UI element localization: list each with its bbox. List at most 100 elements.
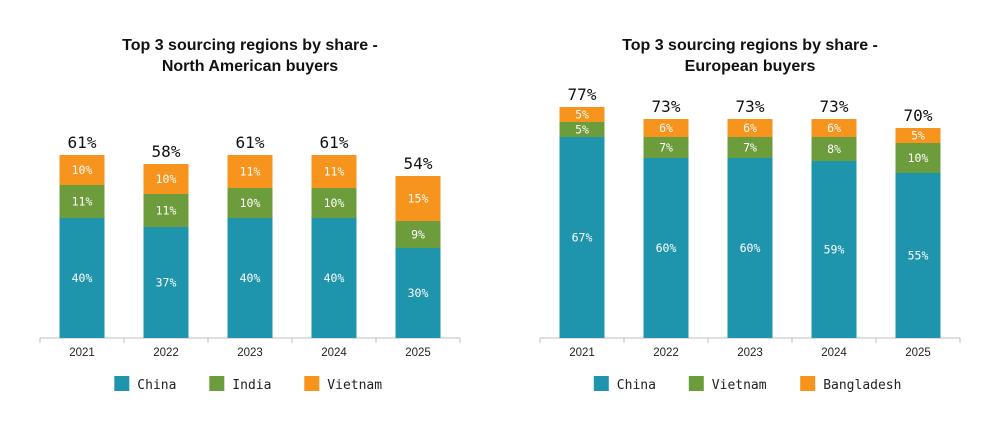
legend-label: China — [137, 378, 176, 393]
segment-label: 6% — [827, 121, 841, 135]
bar-segment-vietnam — [811, 137, 857, 161]
segment-label: 10% — [240, 196, 261, 210]
segment-label: 11% — [324, 165, 345, 179]
bar-total-label: 61% — [236, 133, 265, 152]
legend-label: Bangladesh — [823, 378, 901, 393]
segment-label: 55% — [908, 249, 929, 263]
bar-segment-bangladesh — [559, 107, 605, 122]
bar-segment-india — [143, 194, 189, 227]
segment-label: 30% — [408, 286, 429, 300]
bar-total-label: 54% — [404, 154, 433, 173]
bar-total-label: 61% — [320, 133, 349, 152]
bar-total-label: 73% — [652, 97, 681, 116]
bar-total-label: 58% — [152, 142, 181, 161]
bar-segment-vietnam — [727, 137, 773, 158]
segment-label: 11% — [240, 165, 261, 179]
chart-subtitle: European buyers — [685, 58, 816, 75]
bar-total-label: 70% — [904, 106, 933, 125]
segment-label: 10% — [324, 196, 345, 210]
bar-segment-bangladesh — [727, 119, 773, 137]
segment-label: 6% — [659, 121, 673, 135]
segment-label: 11% — [156, 204, 177, 218]
bar-total-label: 73% — [820, 97, 849, 116]
bar-segment-india — [227, 188, 273, 218]
segment-label: 67% — [572, 231, 593, 245]
segment-label: 5% — [911, 129, 925, 143]
segment-label: 15% — [408, 192, 429, 206]
segment-label: 5% — [575, 123, 589, 137]
segment-label: 10% — [156, 172, 177, 186]
legend-swatch — [114, 376, 130, 391]
bar-segment-vietnam — [559, 122, 605, 137]
segment-label: 5% — [575, 108, 589, 122]
legend-swatch — [209, 376, 225, 391]
x-tick-label: 2023 — [237, 347, 263, 359]
bar-segment-vietnam — [643, 137, 689, 158]
chart-european: Top 3 sourcing regions by share - Europea… — [539, 37, 961, 393]
bar-total-label: 77% — [568, 85, 597, 104]
segment-label: 7% — [659, 141, 673, 155]
x-tick-label: 2024 — [821, 347, 847, 359]
legend-label: India — [232, 378, 271, 393]
legend: China India Vietnam — [114, 376, 382, 393]
bar-segment-bangladesh — [895, 128, 941, 143]
bar-segment-vietnam — [895, 143, 941, 173]
bar-segment-china — [227, 218, 273, 338]
bar-segment-china — [643, 158, 689, 338]
legend: China Vietnam Bangladesh — [593, 376, 901, 393]
chart-subtitle: North American buyers — [162, 58, 338, 75]
segment-label: 9% — [411, 228, 425, 242]
legend-swatch — [800, 376, 816, 391]
x-tick-label: 2022 — [653, 347, 679, 359]
segment-label: 37% — [156, 276, 177, 290]
segment-label: 40% — [72, 271, 93, 285]
bar-segment-vietnam — [143, 164, 189, 194]
legend-swatch — [688, 376, 704, 391]
segment-label: 60% — [740, 241, 761, 255]
segment-label: 11% — [72, 195, 93, 209]
bar-segment-china — [811, 161, 857, 338]
segment-label: 60% — [656, 241, 677, 255]
legend-label: Vietnam — [712, 378, 767, 393]
x-tick-label: 2025 — [905, 347, 931, 359]
segment-label: 10% — [908, 151, 929, 165]
x-tick-label: 2021 — [69, 347, 95, 359]
legend-label: China — [617, 378, 656, 393]
x-tick-label: 2023 — [737, 347, 763, 359]
bar-segment-india — [395, 221, 441, 248]
bar-segment-china — [311, 218, 357, 338]
bar-segment-india — [311, 188, 357, 218]
legend-label: Vietnam — [327, 378, 382, 393]
bar-segment-china — [559, 137, 605, 338]
bar-total-label: 73% — [736, 97, 765, 116]
legend-swatch — [304, 376, 320, 391]
legend-swatch — [593, 376, 609, 391]
segment-label: 6% — [743, 121, 757, 135]
x-tick-label: 2021 — [569, 347, 595, 359]
bar-total-label: 61% — [68, 133, 97, 152]
bar-segment-china — [143, 227, 189, 338]
chart-north-american: Top 3 sourcing regions by share - North A… — [39, 37, 461, 393]
bar-segment-vietnam — [311, 155, 357, 188]
bar-segment-bangladesh — [811, 119, 857, 137]
bar-segment-china — [59, 218, 105, 338]
chart-title: Top 3 sourcing regions by share - — [622, 37, 878, 54]
segment-label: 8% — [827, 142, 841, 156]
bar-segment-vietnam — [227, 155, 273, 188]
bar-segment-china — [395, 248, 441, 338]
segment-label: 10% — [72, 163, 93, 177]
bar-segment-bangladesh — [643, 119, 689, 137]
bar-segment-india — [59, 185, 105, 218]
bar-segment-vietnam — [59, 155, 105, 185]
x-tick-label: 2022 — [153, 347, 179, 359]
segment-label: 7% — [743, 141, 757, 155]
bar-segment-vietnam — [395, 176, 441, 221]
segment-label: 40% — [240, 271, 261, 285]
bar-segment-china — [727, 158, 773, 338]
x-tick-label: 2025 — [405, 347, 431, 359]
x-tick-label: 2024 — [321, 347, 347, 359]
chart-title: Top 3 sourcing regions by share - — [122, 37, 378, 54]
bar-segment-china — [895, 173, 941, 338]
segment-label: 40% — [324, 271, 345, 285]
